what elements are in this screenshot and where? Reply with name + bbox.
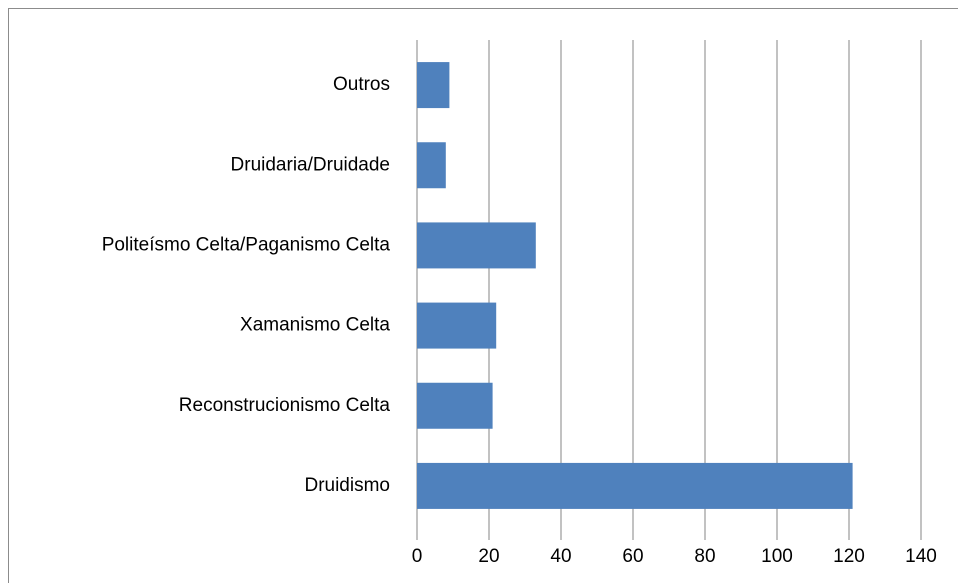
x-tick-label: 20	[478, 546, 499, 567]
bar	[417, 302, 497, 349]
x-tick-label: 0	[412, 546, 423, 567]
bar	[417, 62, 450, 109]
y-tick-label: Druidismo	[304, 475, 390, 496]
x-tick-label: 40	[550, 546, 571, 567]
bar	[417, 462, 853, 509]
y-tick-label: Outros	[333, 74, 390, 95]
x-tick-label: 100	[761, 546, 793, 567]
x-tick-label: 120	[833, 546, 865, 567]
bar	[417, 222, 536, 269]
x-tick-label: 140	[905, 546, 937, 567]
bar	[417, 382, 493, 429]
x-tick-label: 60	[622, 546, 643, 567]
bar	[417, 142, 446, 189]
y-tick-label: Xamanismo Celta	[240, 315, 390, 336]
y-tick-label: Politeísmo Celta/Paganismo Celta	[102, 234, 391, 255]
y-tick-label: Reconstrucionismo Celta	[179, 395, 391, 416]
x-tick-label: 80	[694, 546, 715, 567]
y-tick-label: Druidaria/Druidade	[231, 154, 390, 175]
